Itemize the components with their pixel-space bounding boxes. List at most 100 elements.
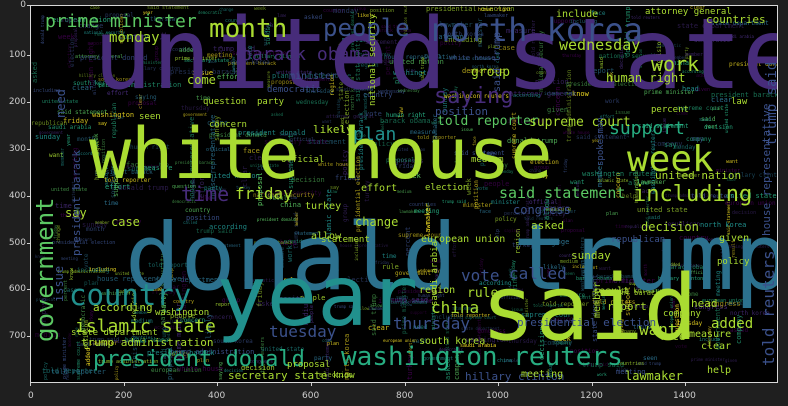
background-word: told reporter [537, 209, 577, 215]
background-word: plan [712, 106, 722, 111]
background-word: year [705, 124, 718, 130]
background-word: said trump [637, 361, 662, 366]
background-word: lawmaker [637, 179, 666, 186]
word-head: head [691, 297, 718, 310]
background-word: people [300, 294, 326, 302]
background-word: head [134, 339, 147, 345]
background-word: turkey [512, 242, 534, 249]
background-word: trump said [386, 296, 429, 304]
background-word: seen [565, 271, 575, 276]
background-word: prime minister [644, 89, 695, 96]
background-word: minister [143, 60, 163, 65]
background-word: rule [283, 277, 298, 284]
background-word: week [430, 259, 443, 265]
background-word: given [725, 358, 738, 363]
background-word: trump administration [97, 81, 182, 89]
background-word: clear [690, 5, 706, 11]
word-question: question [203, 97, 247, 107]
background-word: help [280, 239, 297, 247]
background-word: asked [304, 14, 323, 21]
background-word: national security [599, 53, 661, 60]
background-word: case [90, 5, 100, 10]
background-word: donald trump [118, 184, 169, 192]
word-national-security: national security [368, 13, 378, 106]
x-tick-mark [124, 383, 125, 386]
background-word: congress [57, 18, 82, 24]
background-word: given [547, 106, 569, 114]
word-help: help [707, 365, 732, 376]
background-word: percent [99, 83, 121, 89]
background-word: rule [244, 283, 261, 291]
background-word: democratic [657, 43, 682, 48]
word-come: come [187, 73, 216, 87]
background-word: trump administration [57, 269, 106, 274]
word-seen: seen [139, 112, 161, 122]
word-vote: vote [461, 266, 500, 285]
x-tick-label: 200 [115, 391, 133, 401]
background-word: issue [615, 110, 631, 116]
word-said-statement: said statement [499, 184, 626, 202]
background-word: rule [382, 263, 399, 271]
word-support: support [609, 118, 685, 139]
background-word: people [170, 312, 196, 320]
background-word: week [58, 33, 75, 41]
background-word: know [35, 254, 45, 259]
background-word: wednesday [378, 89, 406, 95]
y-tick-mark [27, 289, 30, 290]
background-word: president barack [170, 68, 238, 76]
word-proposal: proposal [287, 360, 331, 370]
background-word: barack obama [391, 300, 428, 306]
background-word: saudi arabia [460, 343, 497, 349]
word-countries: countries [706, 13, 766, 26]
background-word: work [431, 120, 444, 126]
background-word: told reporter [542, 301, 589, 308]
background-word: face [207, 59, 217, 64]
background-word: washington [100, 291, 131, 297]
background-word: position [370, 8, 395, 14]
background-word: report [215, 302, 234, 308]
background-word: face [356, 133, 366, 138]
background-word: said trump [77, 342, 108, 348]
background-word: united state [637, 206, 688, 214]
background-word: monday [333, 7, 359, 15]
background-word: saudi arabia [48, 124, 92, 131]
background-word: country [363, 91, 393, 99]
background-word: say [98, 121, 108, 127]
word-secretary-state: secretary state [228, 369, 328, 382]
background-word: china [280, 201, 302, 209]
background-word: seen [643, 355, 658, 362]
background-word: told reporter [360, 52, 392, 57]
background-word: effort [105, 183, 131, 191]
word-asked: asked [531, 219, 565, 232]
background-word: concern [180, 317, 206, 324]
background-word: president donald [162, 319, 201, 324]
background-word: thursday [305, 88, 334, 95]
background-word: law [290, 195, 298, 200]
word-time: time [181, 182, 230, 206]
background-word: islamic state [378, 297, 433, 305]
word-minister: minister [289, 71, 338, 82]
background-word: told reporter [104, 177, 151, 184]
background-word: question [172, 184, 197, 190]
background-word: know [247, 131, 262, 138]
background-word: united state [51, 187, 88, 193]
background-word: prime minister [691, 357, 725, 362]
background-word: include [699, 337, 721, 343]
background-word: plan [424, 52, 441, 60]
background-word: group [534, 165, 550, 171]
background-word: monday [674, 144, 696, 151]
background-word: sunday [35, 133, 61, 141]
background-word: clear [711, 96, 733, 104]
background-word: law [330, 189, 338, 194]
background-word: official [614, 278, 643, 285]
word-tuesday: tuesday [269, 322, 337, 341]
background-word: meeting [342, 36, 372, 44]
background-word: tuesday [677, 320, 703, 327]
background-word: proposal [36, 297, 56, 302]
background-word: said statement [57, 109, 108, 116]
background-word: effort [217, 73, 243, 81]
background-word: face [638, 188, 653, 195]
background-word: north korea [700, 221, 747, 229]
background-word: european union [383, 338, 417, 343]
background-word: barack obama [125, 337, 169, 344]
